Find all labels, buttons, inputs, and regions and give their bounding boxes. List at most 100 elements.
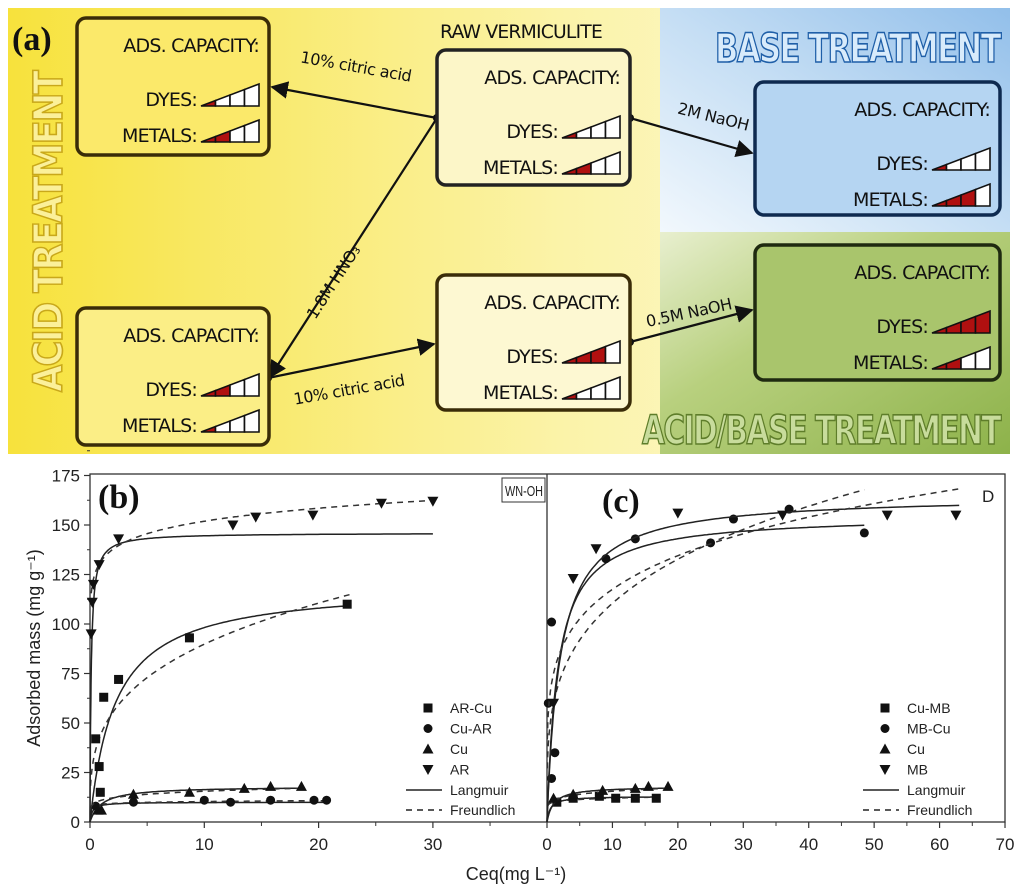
metals-capacity-indicator: [200, 408, 260, 433]
data-point-triangle-down: [777, 510, 789, 521]
capacity-heading: ADS. CAPACITY:: [854, 262, 990, 284]
data-point-triangle-up: [662, 780, 674, 791]
y-tick-label: 75: [61, 665, 80, 684]
data-point-triangle-down: [548, 698, 560, 709]
data-point-triangle-down: [590, 544, 602, 555]
metals-capacity-indicator: [561, 150, 621, 175]
legend-label: Freundlich: [450, 802, 515, 818]
capacity-segment: [974, 309, 991, 334]
freundlich-fit-line: [546, 488, 960, 740]
data-point-square: [423, 703, 433, 713]
freundlich-fit-line: [89, 499, 433, 605]
metals-capacity-indicator: [561, 375, 621, 400]
data-point-circle: [199, 795, 209, 805]
legend-entry-langmuir: Langmuir: [406, 782, 509, 798]
box-frame: [435, 48, 632, 187]
data-point-circle: [226, 797, 236, 807]
box-frame: [753, 80, 1002, 217]
data-point-square: [95, 787, 105, 797]
capacity-segment: [604, 375, 621, 400]
data-point-square: [651, 793, 661, 803]
data-point-triangle-up: [183, 786, 195, 797]
legend-label: Cu: [450, 741, 468, 757]
capacity-heading: ADS. CAPACITY:: [484, 292, 620, 314]
data-point-triangle-down: [85, 629, 97, 640]
data-point-circle: [859, 528, 869, 538]
data-point-circle: [309, 795, 319, 805]
data-point-triangle-down: [567, 573, 579, 584]
legend-label: Cu: [907, 741, 925, 757]
data-point-triangle-down: [250, 512, 262, 523]
y-tick-label: 50: [61, 714, 80, 733]
freundlich-fit-line: [89, 787, 302, 809]
data-point-triangle-down: [375, 498, 387, 509]
capacity-heading: ADS. CAPACITY:: [484, 67, 620, 89]
metals-label: METALS:: [122, 125, 197, 147]
data-point-square: [342, 599, 352, 609]
series-ar: [85, 496, 439, 822]
box-frame: [75, 16, 271, 157]
langmuir-fit-line: [546, 787, 668, 823]
metals-label: METALS:: [483, 382, 558, 404]
x-tick-label: 30: [734, 835, 753, 854]
x-tick-label: 50: [865, 835, 884, 854]
capacity-box-raw-vermiculite: ADS. CAPACITY: DYES: METALS:: [435, 48, 632, 187]
capacity-box-hno3-treated: ADS. CAPACITY: DYES: METALS:: [75, 306, 271, 447]
data-point-circle: [880, 724, 890, 733]
data-point-triangle-up: [629, 782, 641, 793]
dyes-capacity-indicator: [200, 82, 260, 107]
metals-label: METALS:: [122, 415, 197, 437]
dyes-capacity-indicator: [931, 309, 991, 334]
data-point-triangle-up: [265, 780, 277, 791]
data-point-square: [99, 692, 109, 702]
panel-a-label: (a): [12, 21, 52, 58]
legend-entry: MB: [879, 762, 928, 778]
raw-vermiculite-title: RAW VERMICULITE: [440, 21, 602, 43]
panel-c-label: (c): [602, 483, 640, 520]
capacity-box-acid-base-treated: ADS. CAPACITY: DYES: METALS:: [753, 243, 1002, 382]
y-tick-label: 25: [61, 764, 80, 783]
series-ar-cu: [89, 593, 352, 823]
y-axis-label: Adsorbed mass (mg g⁻¹): [24, 549, 44, 747]
legend-label: MB: [907, 762, 928, 778]
legend-entry: Cu-MB: [880, 700, 951, 716]
dyes-capacity-indicator: [200, 372, 260, 397]
y-tick-label: 100: [52, 615, 80, 634]
data-point-triangle-down: [113, 534, 125, 545]
series-mb: [546, 488, 962, 822]
capacity-segment: [243, 408, 260, 433]
dyes-label: DYES:: [876, 153, 928, 175]
freundlich-fit-line: [89, 799, 327, 808]
legend-entry-langmuir: Langmuir: [863, 782, 966, 798]
x-tick-label: 10: [195, 835, 214, 854]
data-point-circle: [706, 538, 716, 548]
capacity-box-hno3-citric-treated: ADS. CAPACITY: DYES: METALS:: [435, 273, 632, 412]
freundlich-fit-line: [89, 593, 350, 786]
legend-entry: AR: [422, 762, 469, 778]
data-point-triangle-up: [295, 780, 307, 791]
legend-label: AR-Cu: [450, 700, 492, 716]
legend-label: Cu-MB: [907, 700, 951, 716]
box-frame: [435, 273, 632, 412]
x-tick-label: 70: [996, 835, 1015, 854]
arrow-line: [267, 338, 436, 380]
arrow-line: [629, 116, 754, 158]
capacity-segment: [604, 339, 621, 364]
dyes-label: DYES:: [876, 316, 928, 338]
legend-entry-freundlich: Freundlich: [406, 802, 515, 818]
data-point-triangle-down: [307, 510, 319, 521]
freundlich-fit-line: [546, 488, 865, 769]
data-point-triangle-up: [642, 780, 654, 791]
data-point-circle: [128, 797, 138, 807]
acid-treatment-title: ACID TREATMENT: [26, 70, 72, 392]
dyes-capacity-indicator: [931, 146, 991, 171]
box-frame: [75, 306, 271, 447]
langmuir-fit-line: [546, 504, 960, 822]
x-tick-label: 30: [423, 835, 442, 854]
panel-a: (a) ACID TREATMENT BASE TREATMENT ACID/B…: [8, 8, 1010, 455]
capacity-heading: ADS. CAPACITY:: [123, 35, 259, 57]
capacity-segment: [243, 118, 260, 143]
x-tick-label: 60: [930, 835, 949, 854]
data-point-square: [114, 674, 124, 684]
legend-label: Freundlich: [907, 802, 972, 818]
